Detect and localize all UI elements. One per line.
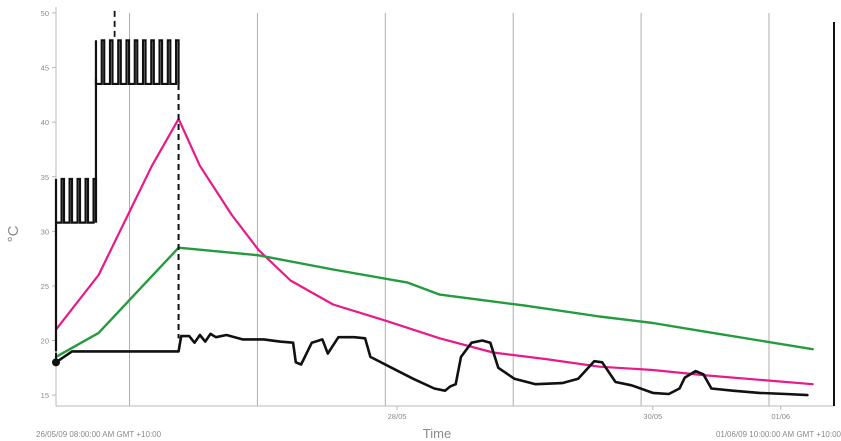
series-lines xyxy=(52,10,814,397)
y-axis-title: °C xyxy=(5,225,22,242)
series-line-1 xyxy=(54,117,814,386)
x-axis-title: Time xyxy=(423,426,451,441)
x-end-timestamp: 01/06/09 10:00:00 AM GMT +10:00 xyxy=(716,430,841,439)
gridlines xyxy=(129,13,770,406)
x-tick-label: 28/05 xyxy=(388,412,407,421)
y-tick-label: 50 xyxy=(41,9,49,18)
y-tick-label: 25 xyxy=(41,282,49,291)
y-tick-label: 40 xyxy=(41,118,49,127)
y-tick-label: 45 xyxy=(41,64,49,73)
y-tick-label: 20 xyxy=(41,337,49,346)
tick-labels: 15 20 25 30 35 40 45 50 28/05 30/05 01/06 xyxy=(41,9,790,421)
x-start-timestamp: 26/05/09 08:00:00 AM GMT +10:00 xyxy=(36,430,162,439)
pulse-segment-2 xyxy=(94,39,180,86)
y-tick-label: 15 xyxy=(41,391,49,400)
series-line-3 xyxy=(54,332,809,397)
start-point-marker xyxy=(52,358,60,367)
y-tick-label: 35 xyxy=(41,173,49,182)
x-tick-label: 01/06 xyxy=(771,412,790,421)
x-tick-label: 30/05 xyxy=(643,412,662,421)
pulse-segment-1 xyxy=(54,177,98,352)
series-line-2 xyxy=(54,246,814,359)
y-tick-label: 30 xyxy=(41,227,49,236)
